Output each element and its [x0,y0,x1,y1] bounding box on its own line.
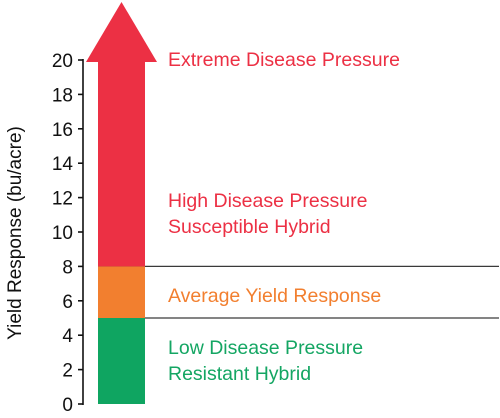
bar-segment-0-5 [98,318,145,404]
y-tick-label-8: 8 [62,257,73,278]
y-tick-label-18: 18 [52,85,73,106]
zone-label-high-line-2: Susceptible Hybrid [168,216,331,238]
zone-label-extreme-line-1: Extreme Disease Pressure [168,49,400,71]
zone-label-low-line-2: Resistant Hybrid [168,363,311,385]
y-tick-label-0: 0 [62,395,73,416]
zone-labels: Low Disease Pressure Resistant Hybrid Aver… [168,49,400,385]
bar-arrow-head [86,2,157,62]
y-tick-label-2: 2 [62,361,73,382]
zone-label-low-line-1: Low Disease Pressure [168,337,363,359]
bar-segment-8-20 [98,60,145,267]
y-tick-label-10: 10 [52,223,73,244]
y-tick-label-6: 6 [62,292,73,313]
zone-label-high-line-1: High Disease Pressure [168,190,367,212]
y-tick-label-14: 14 [52,154,74,175]
y-tick-label-20: 20 [52,51,73,72]
y-axis: 0 2 4 6 8 10 12 14 16 18 20 [52,51,84,416]
y-axis-title: Yield Response (bu/acre) [5,126,26,340]
y-tick-label-4: 4 [62,326,73,347]
y-tick-label-16: 16 [52,120,73,141]
bar-segments [86,2,157,404]
y-tick-label-12: 12 [52,189,73,210]
zone-label-average-line-1: Average Yield Response [168,285,381,307]
threshold-lines [98,265,499,319]
bar-segment-5-8 [98,266,145,318]
